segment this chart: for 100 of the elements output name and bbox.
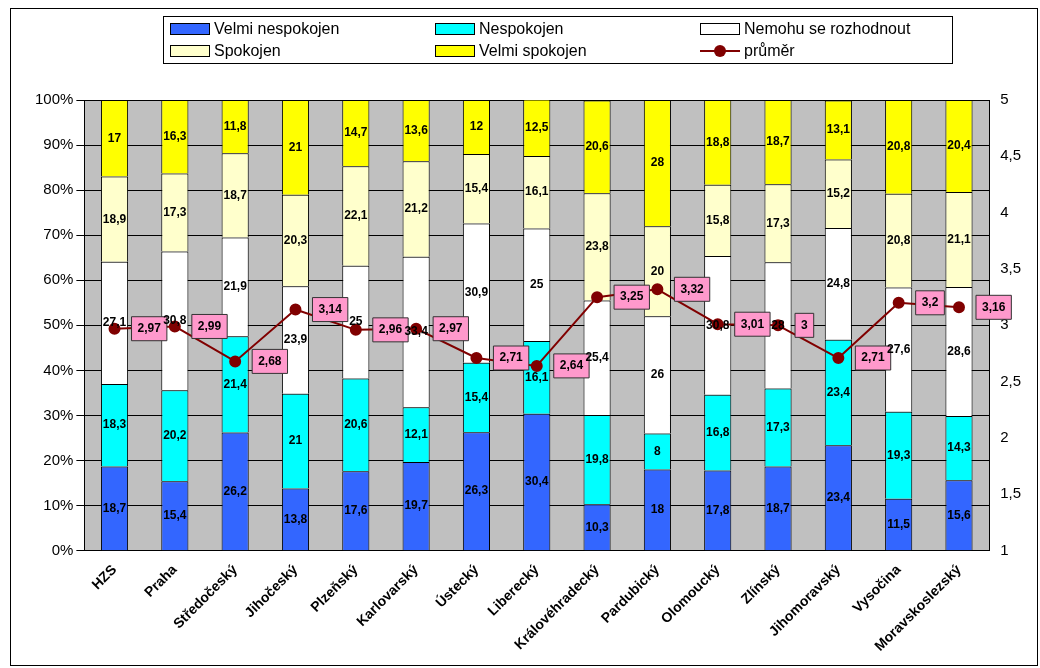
- data-label: 21,1: [947, 231, 971, 246]
- data-label: 18,3: [102, 417, 127, 432]
- data-label: 2,96: [378, 322, 403, 337]
- y-tick-label: 50%: [43, 315, 74, 333]
- data-label: 14,3: [947, 440, 971, 455]
- data-label: 20,6: [585, 139, 610, 154]
- data-label: 15,8: [706, 212, 730, 227]
- y-tick-label: 20%: [43, 450, 74, 468]
- data-label: 3,01: [740, 316, 765, 331]
- data-label: 21,9: [223, 279, 248, 294]
- data-label: 12: [469, 119, 484, 134]
- data-label: 23,9: [283, 332, 308, 347]
- data-label: 25: [530, 277, 544, 292]
- data-label: 18,9: [102, 211, 127, 226]
- data-label: 17,3: [766, 419, 791, 434]
- data-label: 26: [650, 367, 665, 382]
- y2-tick-label: 2: [1000, 428, 1009, 446]
- data-label: 15,2: [826, 186, 851, 201]
- legend-label: Nespokojen: [479, 20, 564, 38]
- y2-tick-label: 1,5: [1000, 484, 1022, 502]
- data-label: 3,16: [981, 299, 1006, 314]
- data-label: 22,1: [344, 208, 368, 223]
- y-tick-label: 30%: [43, 405, 74, 423]
- data-label: 20,3: [283, 232, 308, 247]
- data-label: 15,4: [464, 181, 489, 196]
- data-label: 18,7: [223, 187, 248, 202]
- data-label: 15,4: [464, 389, 489, 404]
- data-label: 13,6: [404, 122, 429, 137]
- y-tick-label: 100%: [34, 90, 74, 108]
- data-label: 16,8: [706, 424, 730, 439]
- data-label: 27,1: [102, 315, 127, 330]
- data-label: 15,4: [163, 508, 187, 523]
- data-label: 30,4: [525, 474, 549, 489]
- data-label: 20,4: [947, 138, 971, 153]
- data-label: 23,4: [826, 490, 851, 505]
- y-tick-label: 60%: [43, 270, 74, 288]
- data-label: 23,8: [585, 239, 610, 254]
- data-label: 2,97: [439, 321, 463, 336]
- y-tick-label: 80%: [43, 180, 74, 198]
- y2-tick-label: 3,5: [1000, 259, 1022, 277]
- y-tick-label: 70%: [43, 225, 74, 243]
- y-tick-label: 10%: [43, 495, 74, 513]
- legend-label: Spokojen: [214, 42, 281, 60]
- data-label: 2,99: [197, 318, 222, 333]
- data-label: 18,7: [766, 500, 791, 515]
- data-label: 18,7: [766, 134, 791, 149]
- legend-label: Nemohu se rozhodnout: [744, 20, 911, 38]
- data-label: 17,3: [163, 204, 187, 219]
- data-label: 2,64: [559, 358, 584, 373]
- data-label: 11,5: [887, 516, 911, 531]
- y2-tick-label: 1: [1000, 540, 1009, 558]
- data-label: 3,32: [680, 281, 705, 296]
- legend-label: Velmi nespokojen: [214, 20, 340, 38]
- data-label: 2,97: [137, 321, 162, 336]
- data-label: 13,1: [826, 122, 851, 137]
- data-label: 12,5: [525, 120, 549, 135]
- y2-tick-label: 3: [1000, 315, 1009, 333]
- data-label: 3,2: [921, 295, 939, 310]
- data-label: 25: [349, 314, 363, 329]
- data-label: 21,2: [404, 201, 429, 216]
- data-label: 3,25: [620, 289, 644, 304]
- data-label: 20: [650, 263, 665, 278]
- data-label: 14,7: [344, 125, 368, 140]
- data-label: 17,3: [766, 215, 791, 230]
- y-tick-label: 90%: [43, 135, 74, 153]
- data-label: 10,3: [585, 519, 610, 534]
- data-label: 20,6: [344, 417, 368, 432]
- data-label: 12,1: [404, 426, 429, 441]
- y2-tick-label: 5: [1000, 90, 1009, 108]
- data-label: 17,6: [344, 503, 368, 518]
- data-label: 16,3: [163, 129, 187, 144]
- data-label: 21,4: [223, 376, 248, 391]
- data-label: 16,1: [525, 184, 549, 199]
- data-label: 8: [654, 443, 662, 458]
- data-label: 19,8: [585, 451, 610, 466]
- data-label: 18: [650, 502, 665, 517]
- y-tick-label: 0%: [51, 540, 74, 558]
- y-tick-label: 40%: [43, 360, 74, 378]
- data-label: 24,8: [826, 276, 851, 291]
- data-label: 15,6: [947, 507, 971, 522]
- data-label: 17,8: [706, 502, 730, 517]
- data-label: 28,6: [947, 343, 971, 358]
- data-label: 23,4: [826, 384, 851, 399]
- data-label: 26,3: [464, 483, 489, 498]
- data-label: 20,8: [886, 139, 911, 154]
- data-label: 2,71: [499, 350, 524, 365]
- data-label: 19,3: [886, 447, 911, 462]
- data-label: 21: [288, 139, 303, 154]
- data-label: 19,7: [404, 498, 429, 513]
- data-label: 30,9: [464, 285, 489, 300]
- data-label: 2,68: [258, 353, 282, 368]
- y2-tick-label: 4,5: [1000, 146, 1022, 164]
- data-label: 26,2: [223, 483, 248, 498]
- data-label: 20,8: [886, 232, 911, 247]
- y2-tick-label: 2,5: [1000, 371, 1022, 389]
- legend-label: Velmi spokojen: [479, 42, 587, 60]
- data-label: 11,8: [223, 118, 247, 133]
- legend-label: průměr: [744, 42, 795, 60]
- data-label: 21: [288, 433, 303, 448]
- data-label: 33,4: [404, 324, 429, 339]
